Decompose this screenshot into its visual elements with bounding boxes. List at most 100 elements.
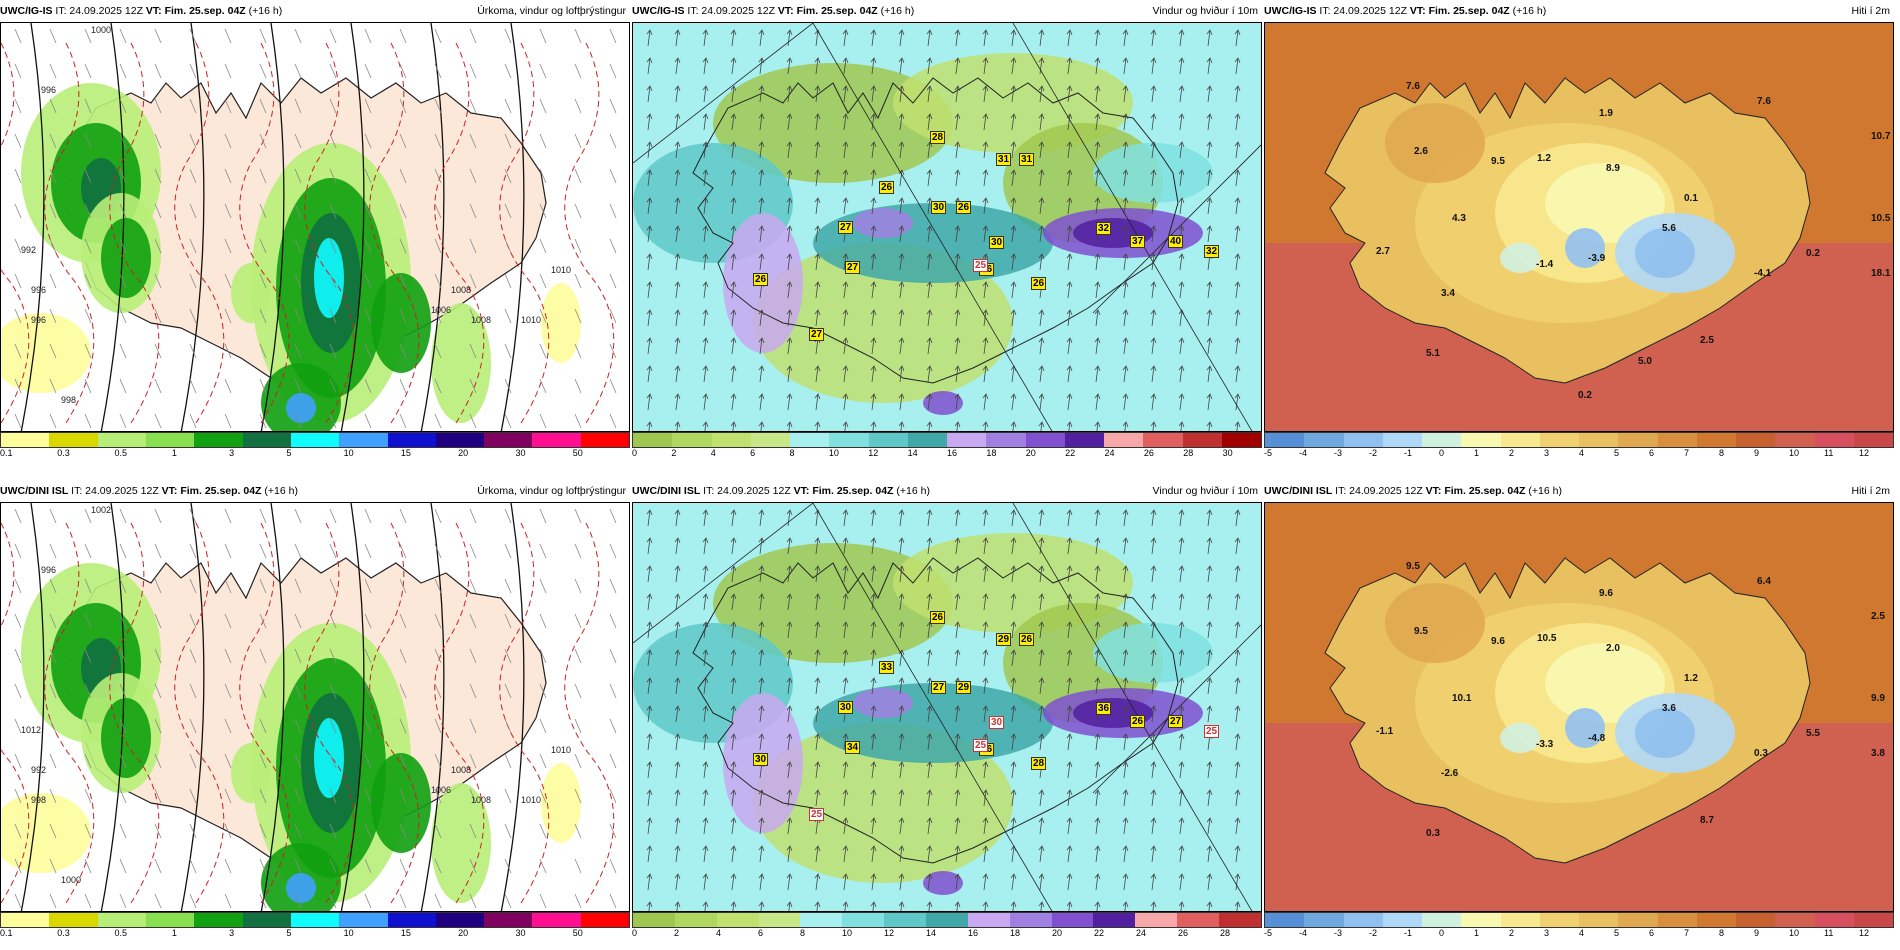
wind-arrow [871, 253, 875, 271]
wind-arrowhead [842, 677, 849, 684]
model-name: UWC/IG-IS [632, 5, 685, 17]
wind-arrowhead [1010, 789, 1017, 796]
isobar-line [500, 23, 525, 431]
wind-arrowhead [842, 537, 849, 544]
isobar-line [340, 23, 365, 431]
wind-barb [469, 63, 477, 79]
wind-barb [399, 203, 407, 219]
wind-arrowhead [1066, 817, 1073, 824]
wind-arrowhead [1122, 705, 1129, 712]
wind-arrowhead [646, 593, 653, 600]
colorbar-swatch [1618, 433, 1658, 447]
wind-barb [14, 343, 22, 359]
wind-arrow [1067, 565, 1071, 583]
wind-arrow [675, 29, 679, 47]
wind-arrowhead [814, 197, 821, 204]
wind-arrowhead [1234, 309, 1241, 316]
wind-barb [49, 823, 57, 839]
wind-arrowhead [982, 593, 989, 600]
temperature-area [1565, 228, 1605, 268]
wind-arrowhead [1206, 141, 1213, 148]
wind-arrowhead [1122, 337, 1129, 344]
wind-arrow [983, 113, 987, 131]
wind-arrow [1151, 393, 1155, 411]
wind-arrowhead [898, 537, 905, 544]
wind-arrow [1123, 677, 1127, 695]
land-outline [692, 77, 1179, 384]
wind-arrowhead [1234, 705, 1241, 712]
wind-arrowhead [1178, 817, 1185, 824]
wind-arrowhead [702, 29, 709, 36]
temperature-contour [369, 42, 420, 424]
panel-title: Vindur og hviður í 10m [1152, 5, 1258, 17]
wind-arrowhead [1150, 789, 1157, 796]
wind-arrow [815, 365, 819, 383]
wind-arrowhead [814, 789, 821, 796]
wind-arrow [1207, 169, 1211, 187]
wind-arrow [899, 365, 903, 383]
wind-barb [469, 543, 477, 559]
wind-arrowhead [926, 309, 933, 316]
wind-arrow [843, 85, 847, 103]
wind-arrow [1207, 593, 1211, 611]
wind-arrow [1235, 29, 1239, 47]
wind-arrowhead [954, 169, 961, 176]
wind-arrowhead [1178, 761, 1185, 768]
wind-arrow [731, 85, 735, 103]
wind-arrowhead [1038, 509, 1045, 516]
wind-arrow [1123, 537, 1127, 555]
wind-arrow [1179, 197, 1183, 215]
wind-arrow [759, 141, 763, 159]
wind-barb [329, 238, 337, 254]
wind-arrow [1095, 789, 1099, 807]
wind-barb [399, 788, 407, 804]
wind-arrow [1207, 649, 1211, 667]
colorbar-strip [1264, 432, 1894, 448]
colorbar-tick-label: 8 [1719, 928, 1725, 938]
map-area: 9.5 9.6 6.4 2.5 9.5 9.6 10.5 2.0 1.2 9.9 10.1 3.6 -1… [1264, 502, 1894, 912]
wind-arrow [1123, 85, 1127, 103]
wind-barb [84, 578, 92, 594]
wind-arrow [815, 281, 819, 299]
colorbar-swatch [1696, 433, 1736, 447]
wind-barb [399, 98, 407, 114]
wind-arrow [703, 393, 707, 411]
wind-barb [294, 98, 302, 114]
wind-barb [189, 168, 197, 184]
wind-arrow [1039, 509, 1043, 527]
wind-barb [469, 718, 477, 734]
wind-barb [154, 753, 162, 769]
wind-arrow [1095, 509, 1099, 527]
wind-arrowhead [1234, 901, 1241, 908]
wind-arrow [732, 421, 735, 431]
wind-arrow [899, 393, 903, 411]
valid-time-label: VT: [161, 485, 178, 497]
wind-arrowhead [758, 197, 765, 204]
wind-arrowhead [926, 761, 933, 768]
temperature-contour [499, 42, 550, 424]
wind-arrow [1179, 761, 1183, 779]
colorbar-labels: 0 2 4 6 8 10 12 14 16 18 20 22 24 26 28 [632, 928, 1262, 938]
wind-arrowhead [786, 649, 793, 656]
wind-arrow [787, 85, 791, 103]
wind-arrow [1039, 29, 1043, 47]
wind-arrowhead [1122, 845, 1129, 852]
wind-arrowhead [814, 85, 821, 92]
wind-arrowhead [702, 649, 709, 656]
wind-arrow [843, 649, 847, 667]
wind-barb [329, 718, 337, 734]
wind-barb [294, 823, 302, 839]
wind-barb [539, 753, 547, 769]
wind-arrowhead [730, 337, 737, 344]
wind-barb [14, 203, 22, 219]
wind-barb [469, 168, 477, 184]
wind-arrowhead [1150, 141, 1157, 148]
wind-arrowhead [730, 281, 737, 288]
wind-barb [14, 578, 22, 594]
wind-arrow [731, 141, 735, 159]
wind-arrow [843, 789, 847, 807]
wind-barb [504, 413, 512, 429]
wind-arrowhead [1010, 337, 1017, 344]
wind-arrowhead [982, 141, 989, 148]
wind-arrowhead [1150, 281, 1157, 288]
